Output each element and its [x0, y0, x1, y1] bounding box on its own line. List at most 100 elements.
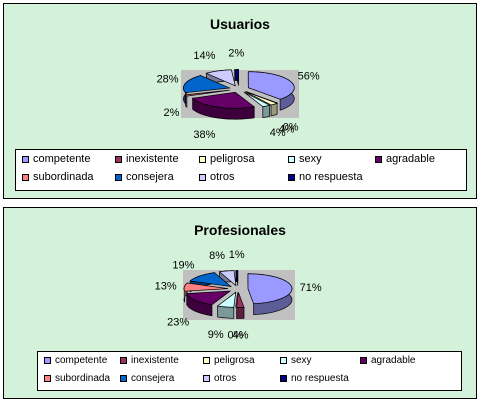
legend-item-peligrosa: peligrosa	[199, 153, 255, 165]
legend-item-competente: competente	[22, 153, 90, 165]
data-label-otros: 8%	[209, 250, 225, 262]
data-label-no respuesta: 1%	[229, 249, 245, 261]
legend-item-subordinada: subordinada	[44, 373, 110, 384]
slice-consejera	[183, 75, 231, 94]
legend-item-agradable: agradable	[375, 153, 435, 165]
slice-no respuesta	[235, 270, 239, 286]
legend-label: inexistente	[126, 153, 179, 165]
legend-label: competente	[33, 153, 91, 165]
legend-swatch	[44, 375, 51, 382]
legend-label: peligrosa	[214, 355, 255, 366]
legend-label: competente	[55, 355, 108, 366]
slice-peligrosa	[235, 292, 238, 308]
legend-swatch	[115, 155, 122, 163]
data-label-subordinada: 13%	[155, 280, 177, 292]
slice-side-sexy	[262, 104, 270, 119]
pie-slices	[183, 270, 293, 319]
chart-panel-usuarios: Usuarios 56% 0% 4% 4% 38% 2% 28% 14% 2% competen…	[3, 3, 477, 199]
legend-label: otros	[210, 171, 235, 183]
pie-chart-usuarios: 56% 0%4%4% 38% 2% 28% 14% 2%	[157, 48, 320, 141]
slice-sexy	[216, 291, 237, 308]
legend-swatch	[44, 357, 51, 364]
legend-label: agradable	[386, 153, 435, 165]
legend-swatch	[199, 155, 206, 163]
legend-swatch	[203, 357, 210, 364]
legend-item-peligrosa: peligrosa	[203, 355, 255, 366]
data-label-agradable: 23%	[167, 316, 189, 328]
legend-swatch	[120, 357, 127, 364]
data-label-peligrosa: 4%	[279, 123, 295, 135]
legend-swatch	[288, 173, 295, 181]
slice-competente	[247, 71, 295, 100]
slice-inexistente	[236, 292, 245, 308]
slice-otros	[218, 270, 237, 287]
data-label-inexistente: 4%	[233, 330, 249, 342]
legend-swatch	[22, 173, 29, 181]
legend-item-sexy: sexy	[280, 355, 312, 366]
legend-swatch	[120, 375, 127, 382]
legend-label: otros	[214, 373, 237, 384]
slice-side-sexy	[217, 305, 235, 319]
slice-sexy	[243, 91, 271, 107]
legend-item-sexy: sexy	[288, 153, 322, 165]
legend-swatch	[280, 357, 287, 364]
slice-otros	[205, 69, 236, 87]
legend-label: peligrosa	[210, 153, 255, 165]
legend-label: consejera	[131, 373, 175, 384]
chart-legend: competente inexistente peligrosa sexy agrada…	[15, 149, 467, 191]
legend-swatch	[280, 375, 287, 382]
slice-subordinada	[184, 89, 230, 97]
slice-side-inexistente	[236, 306, 245, 319]
legend-item-otros: otros	[199, 171, 234, 183]
chart-panel-profesionales: Profesionales 71% 4% 0% 9% 23% 13% 19% 8% 1% com…	[3, 207, 477, 399]
legend-item-otros: otros	[203, 373, 236, 384]
slice-subordinada	[183, 282, 229, 292]
legend-item-no-respuesta: no respuesta	[280, 373, 349, 384]
legend-label: agradable	[371, 355, 416, 366]
pie-slices	[183, 69, 295, 120]
data-label-subordinada: 2%	[163, 107, 179, 119]
slice-agradable	[186, 290, 232, 306]
legend-label: no respuesta	[291, 373, 349, 384]
legend-label: no respuesta	[299, 171, 363, 183]
slice-no respuesta	[234, 69, 239, 86]
slice-peligrosa	[245, 91, 279, 106]
data-label-competente: 71%	[300, 282, 322, 294]
legend-swatch	[22, 155, 29, 163]
data-label-no respuesta: 2%	[228, 48, 244, 60]
legend-label: subordinada	[33, 171, 94, 183]
legend-item-consejera: consejera	[115, 171, 174, 183]
legend-item-agradable: agradable	[360, 355, 415, 366]
pie-chart-profesionales: 71% 4%0%9% 23% 13% 19% 8% 1%	[155, 249, 322, 342]
slice-side-peligrosa	[270, 102, 278, 117]
legend-swatch	[115, 173, 122, 181]
data-label-sexy: 4%	[270, 127, 286, 139]
legend-swatch	[288, 155, 295, 163]
legend-label: sexy	[299, 153, 322, 165]
slice-competente	[247, 273, 293, 305]
legend-swatch	[360, 357, 367, 364]
data-label-peligrosa: 0%	[227, 330, 243, 342]
legend-item-inexistente: inexistente	[115, 153, 179, 165]
legend-label: subordinada	[55, 373, 111, 384]
data-label-inexistente: 0%	[283, 121, 299, 133]
legend-item-competente: competente	[44, 355, 107, 366]
data-label-otros: 14%	[193, 50, 215, 62]
legend-item-inexistente: inexistente	[120, 355, 179, 366]
legend-swatch	[203, 375, 210, 382]
slice-inexistente	[245, 91, 278, 104]
legend-label: inexistente	[131, 355, 179, 366]
chart-title: Usuarios	[210, 16, 270, 32]
chart-title: Profesionales	[194, 222, 286, 238]
data-label-sexy: 9%	[208, 329, 224, 341]
legend-item-subordinada: subordinada	[22, 171, 94, 183]
slice-side-subordinada	[185, 93, 188, 108]
legend-item-no-respuesta: no respuesta	[288, 171, 363, 183]
data-label-consejera: 28%	[157, 73, 179, 85]
legend-swatch	[199, 173, 206, 181]
slice-consejera	[189, 272, 233, 288]
legend-label: sexy	[291, 355, 312, 366]
data-label-competente: 56%	[298, 70, 320, 82]
slice-agradable	[191, 91, 256, 109]
legend-swatch	[375, 155, 382, 163]
